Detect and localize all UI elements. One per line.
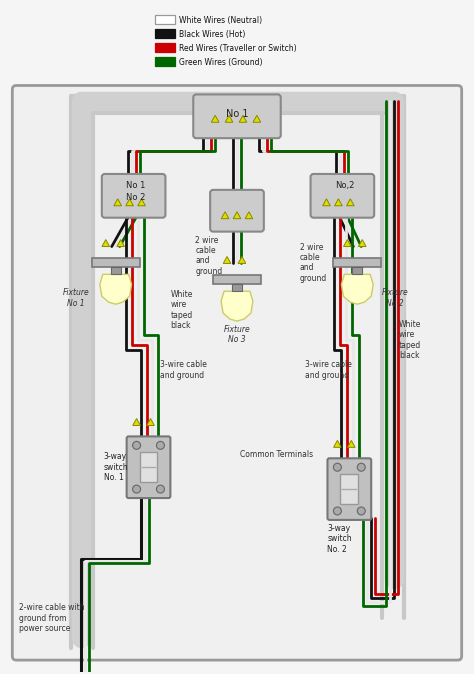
Polygon shape (358, 239, 366, 247)
Polygon shape (133, 419, 140, 425)
Polygon shape (117, 239, 125, 247)
Text: 3-way
switch
No. 1: 3-way switch No. 1 (104, 452, 128, 482)
Polygon shape (233, 212, 241, 218)
Polygon shape (126, 199, 134, 206)
Bar (333, 258, 381, 268)
Text: No,2: No,2 (335, 181, 354, 190)
Text: 2 wire
cable
and
ground: 2 wire cable and ground (195, 236, 222, 276)
Text: White Wires (Neutral): White Wires (Neutral) (179, 16, 263, 25)
Polygon shape (245, 212, 253, 218)
Text: Fixture
No 2: Fixture No 2 (382, 288, 409, 308)
Bar (232, 284, 242, 291)
FancyBboxPatch shape (193, 94, 281, 138)
Text: Green Wires (Ground): Green Wires (Ground) (179, 57, 263, 67)
Text: 3-wire cable
and ground: 3-wire cable and ground (305, 360, 352, 379)
Polygon shape (323, 199, 330, 206)
Polygon shape (225, 115, 233, 122)
Bar (139, 452, 157, 482)
Circle shape (333, 463, 341, 471)
Text: No 1: No 1 (226, 109, 248, 119)
FancyBboxPatch shape (210, 190, 264, 232)
Polygon shape (138, 199, 146, 206)
Polygon shape (334, 440, 341, 448)
Bar (92, 258, 139, 268)
Text: Common Terminals: Common Terminals (240, 450, 313, 459)
Text: 2 wire
cable
and
ground: 2 wire cable and ground (300, 243, 327, 283)
Polygon shape (335, 199, 342, 206)
Text: No 2: No 2 (126, 193, 146, 202)
Polygon shape (211, 115, 219, 122)
Text: Red Wires (Traveller or Switch): Red Wires (Traveller or Switch) (179, 44, 297, 53)
Bar (155, 42, 175, 52)
Circle shape (156, 485, 164, 493)
Text: 2-wire cable with
ground from
power source: 2-wire cable with ground from power sour… (19, 603, 85, 634)
Polygon shape (253, 115, 261, 122)
FancyBboxPatch shape (102, 174, 165, 218)
Circle shape (133, 441, 141, 450)
Polygon shape (100, 274, 132, 304)
Polygon shape (221, 291, 253, 321)
Circle shape (333, 507, 341, 515)
Bar (111, 268, 121, 274)
Circle shape (133, 485, 141, 493)
Bar (340, 474, 358, 504)
Polygon shape (341, 274, 373, 304)
Text: Black Wires (Hot): Black Wires (Hot) (179, 30, 246, 39)
Circle shape (357, 463, 365, 471)
Bar (155, 15, 175, 24)
Text: White
wire
taped
black: White wire taped black (170, 290, 193, 330)
Bar (155, 57, 175, 65)
Polygon shape (239, 115, 247, 122)
Text: 3-wire cable
and ground: 3-wire cable and ground (161, 360, 207, 379)
FancyBboxPatch shape (328, 458, 371, 520)
Circle shape (357, 507, 365, 515)
Bar (352, 268, 362, 274)
FancyBboxPatch shape (310, 174, 374, 218)
Circle shape (156, 441, 164, 450)
Bar (213, 276, 261, 284)
Polygon shape (344, 239, 351, 247)
Polygon shape (221, 212, 229, 218)
Polygon shape (114, 199, 121, 206)
FancyBboxPatch shape (127, 436, 170, 498)
Text: No 1: No 1 (126, 181, 146, 190)
Polygon shape (223, 257, 231, 264)
Text: Fixture
No 3: Fixture No 3 (224, 325, 250, 344)
Text: White
wire
taped
black: White wire taped black (399, 320, 421, 360)
Polygon shape (146, 419, 155, 425)
FancyBboxPatch shape (12, 86, 462, 660)
Polygon shape (102, 239, 109, 247)
Polygon shape (238, 257, 246, 264)
Text: Fixture
No 1: Fixture No 1 (63, 288, 89, 308)
Text: 3-way
switch
No. 2: 3-way switch No. 2 (328, 524, 352, 554)
Polygon shape (346, 199, 354, 206)
Polygon shape (347, 440, 355, 448)
Bar (155, 29, 175, 38)
